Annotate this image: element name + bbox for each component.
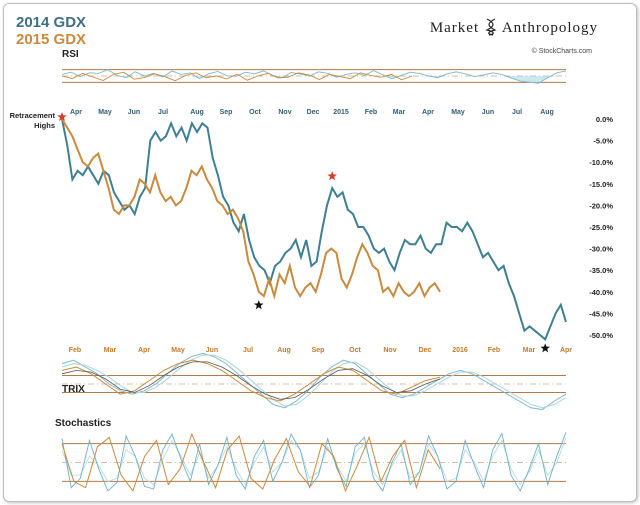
legend-2015-gdx: 2015 GDX [16,31,87,48]
rsi-line-2015 [61,71,413,82]
top-axis-label: Oct [249,109,261,116]
stoch-d-2014 [61,437,567,486]
bottom-axis-label: Dec [419,347,432,354]
y-tick-label: -15.0% [589,180,613,189]
stochastics-title: Stochastics [55,418,112,429]
bottom-axis-label: Aug [277,347,291,354]
bottom-axis-label: Sep [312,347,325,354]
legend-2014-gdx: 2014 GDX [16,14,87,31]
y-tick-label: -25.0% [589,223,613,232]
retracement-label: Highs [34,121,55,130]
rsi-title: RSI [62,49,79,60]
top-axis-label: Sep [220,109,233,116]
bottom-axis-label: Feb [488,347,500,354]
trix-line-2014 [61,352,567,411]
black-star-marker [540,343,550,353]
stoch-k-2014 [61,432,567,492]
bottom-axis-label: Jun [206,347,218,354]
bottom-axis-label: Mar [104,347,117,354]
source-credit: © StockCharts.com [531,48,592,55]
bottom-axis-label: Apr [138,347,150,354]
y-tick-label: -5.0% [593,137,613,146]
brand-right: Anthropology [501,20,598,36]
y-tick-label: -45.0% [589,309,613,318]
bottom-axis-label: Jul [243,347,253,354]
trix-line-2015 [61,359,441,402]
y-tick-label: -20.0% [589,201,613,210]
dna-icon [484,14,498,37]
top-axis-label: May [98,109,112,116]
brand-logo: Market Anthropology [430,14,598,37]
bottom-axis-label: Mar [523,347,536,354]
top-axis-label: Feb [365,109,377,116]
top-axis-label: Nov [278,109,291,116]
top-axis-label: Apr [70,109,82,116]
top-axis-label: May [451,109,465,116]
top-axis-label: Apr [422,109,434,116]
y-tick-label: -10.0% [589,158,613,167]
y-tick-label: 0.0% [596,115,613,124]
bottom-axis-label: May [171,347,185,354]
top-axis-label: Jul [512,109,522,116]
red-star-marker [327,171,337,181]
top-axis-label: Mar [393,109,406,116]
y-tick-label: -40.0% [589,288,613,297]
rsi-fill [62,76,566,84]
line-2015-gdx [61,118,441,300]
bottom-axis-label: Oct [349,347,361,354]
chart-frame: 2014 GDX 2015 GDX Market Anthropology © … [3,3,637,502]
bottom-axis-label: Feb [69,347,81,354]
black-star-marker [254,300,264,310]
y-tick-label: -50.0% [589,331,613,340]
top-axis-label: Aug [190,109,204,116]
top-axis-label: Aug [540,109,554,116]
trix-signal-2014 [61,354,567,409]
stoch-k-2015 [61,432,441,493]
y-tick-label: -35.0% [589,266,613,275]
top-axis-label: Jul [158,109,168,116]
top-axis-label: Jun [128,109,140,116]
y-tick-label: -30.0% [589,245,613,254]
top-axis-label: 2015 [333,109,349,116]
trix-title: TRIX [62,384,85,395]
trix-signal-2015 [61,361,441,400]
bottom-axis-label: Apr [560,347,572,354]
top-axis-label: Jun [482,109,494,116]
bottom-axis-label: Nov [383,347,396,354]
rsi-line-2014 [61,69,567,84]
bottom-axis-label: 2016 [452,347,468,354]
line-2014-gdx [61,118,567,341]
brand-left: Market [429,20,480,36]
red-star-marker [57,112,67,121]
retracement-label: Retracement [10,111,56,120]
top-axis-label: Dec [307,109,320,116]
